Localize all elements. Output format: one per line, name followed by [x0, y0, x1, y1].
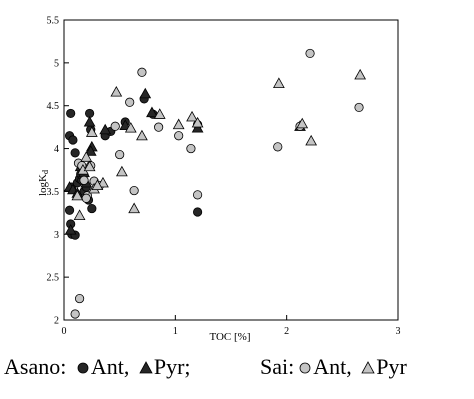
sai-ant-point [273, 142, 283, 152]
sai-ant-point [354, 102, 364, 113]
asano-pyr-point [146, 106, 158, 118]
sai-ant-point [193, 190, 203, 200]
sai-ant-point [174, 131, 184, 141]
legend-group-sai: Sai: Ant, Pyr [260, 354, 407, 380]
sai-pyr-point [191, 116, 204, 128]
asano-pyr-point [84, 145, 97, 156]
legend-asano-pyr-marker [139, 361, 153, 374]
asano-ant-point [68, 135, 78, 145]
sai-pyr-point [116, 165, 128, 177]
sai-ant-point [115, 149, 125, 160]
y-tick-label: 2.5 [47, 273, 60, 284]
sai-pyr-point [136, 129, 148, 141]
legend-sai-ant-marker [299, 362, 311, 374]
sai-ant-point [137, 67, 147, 77]
sai-pyr-point [153, 108, 166, 119]
legend-sai-ant-label: Ant, [313, 354, 352, 379]
y-tick-label: 4 [54, 144, 59, 155]
x-tick-label: 1 [173, 326, 178, 337]
sai-ant-point [81, 193, 91, 203]
y-axis-label-sub: d [41, 170, 50, 174]
legend-group-asano: Asano: Ant, Pyr; [4, 354, 191, 380]
sai-ant-point [186, 143, 196, 154]
sai-ant-point [79, 175, 89, 185]
asano-pyr-point [191, 121, 204, 133]
sai-pyr-point [110, 85, 123, 97]
y-axis-label-main: logK [37, 174, 49, 196]
legend-sai-pyr-label: Pyr [376, 354, 407, 379]
asano-ant-point [193, 207, 203, 217]
sai-pyr-point [305, 134, 318, 146]
sai-pyr-point [97, 176, 109, 188]
y-tick-label: 5 [54, 58, 59, 69]
y-tick-label: 3 [54, 230, 59, 241]
data-markers [63, 48, 367, 319]
sai-ant-point [154, 122, 164, 132]
legend-asano-ant-marker [77, 362, 89, 374]
x-tick-label: 2 [284, 326, 289, 337]
legend-asano-label: Asano: [4, 354, 67, 379]
legend: Asano: Ant, Pyr; Sai: Ant, Pyr [0, 350, 474, 399]
sai-ant-point [129, 185, 139, 196]
sai-pyr-point [172, 118, 185, 130]
x-tick-label: 3 [396, 326, 401, 337]
scatter-chart: 0 1 2 3 2 2.5 3 3.5 4 4.5 5 5.5 TOC [%] logKd [37, 16, 401, 344]
sai-pyr-point [186, 110, 198, 122]
sai-pyr-point [128, 202, 141, 214]
asano-pyr-point [139, 87, 152, 99]
y-axis-label: logKd [37, 170, 50, 196]
asano-pyr-point [83, 115, 96, 127]
sai-pyr-point [124, 121, 137, 133]
sai-pyr-point [91, 179, 104, 190]
x-tick-label: 0 [62, 326, 67, 337]
sai-ant-point [110, 121, 120, 131]
asano-pyr-point [119, 119, 132, 130]
sai-ant-point [305, 48, 315, 59]
y-tick-label: 5.5 [47, 16, 60, 27]
y-tick-label: 2 [54, 316, 59, 327]
sai-pyr-point [71, 189, 84, 201]
asano-ant-point [70, 148, 80, 158]
sai-pyr-point [85, 126, 98, 137]
legend-asano-pyr-label: Pyr; [153, 354, 191, 379]
asano-pyr-point [99, 123, 112, 135]
asano-ant-point [66, 108, 76, 119]
sai-pyr-point [73, 209, 86, 220]
y-tick-label: 4.5 [47, 101, 60, 112]
plot-frame [63, 19, 399, 321]
legend-sai-pyr-marker [361, 361, 375, 374]
sai-pyr-point [354, 68, 367, 80]
legend-asano-ant-label: Ant, [90, 354, 130, 379]
plot-axes: 0 1 2 3 2 2.5 3 3.5 4 4.5 5 5.5 [47, 16, 401, 338]
x-axis-label: TOC [%] [209, 331, 250, 343]
sai-ant-point [125, 97, 135, 107]
asano-ant-point [87, 203, 97, 214]
sai-pyr-point [272, 77, 285, 88]
sai-pyr-point [83, 160, 96, 172]
asano-ant-point [64, 205, 75, 215]
sai-ant-point [74, 293, 85, 304]
legend-sai-label: Sai: [260, 354, 295, 379]
sai-ant-point [70, 309, 80, 319]
asano-pyr-point [64, 223, 77, 235]
sai-pyr-point [80, 151, 93, 162]
sai-pyr-point [296, 117, 309, 129]
y-tick-label: 3.5 [47, 187, 60, 198]
